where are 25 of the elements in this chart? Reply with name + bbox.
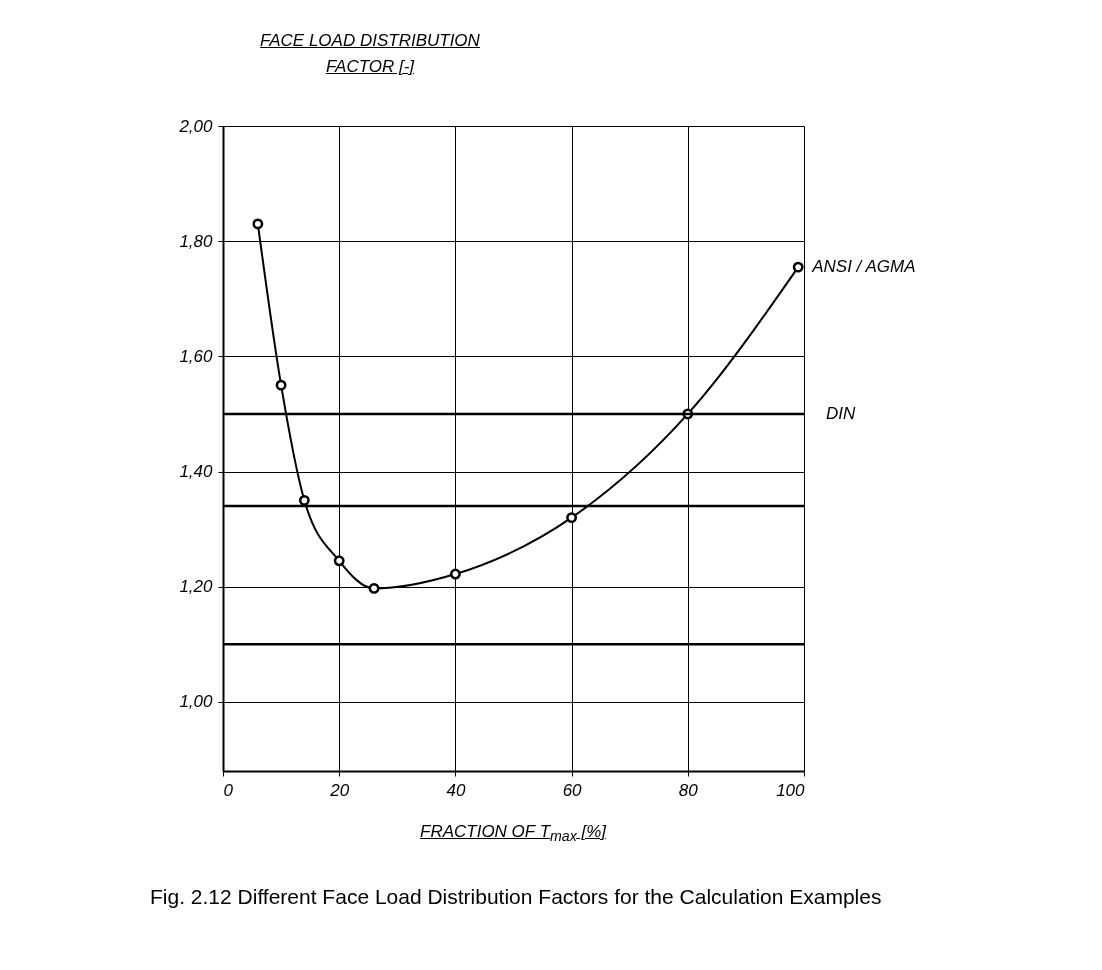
x-tick-label: 20	[329, 780, 350, 800]
x-tick-label: 80	[678, 780, 699, 800]
y-tick-label: 1,20	[179, 577, 214, 597]
y-axis-title: FACE LOAD DISTRIBUTION FACTOR [-]	[259, 30, 481, 78]
point	[792, 261, 804, 273]
y-tick-label: 1,40	[179, 462, 214, 482]
x-tick-label: 40	[446, 780, 466, 800]
ref-line-label: DIN	[826, 403, 856, 423]
point	[566, 512, 578, 524]
x-axis-title: FRACTION OF T$_{max}$ [%]	[420, 822, 607, 845]
point	[368, 583, 380, 594]
y-tick-label: 1,60	[179, 346, 214, 366]
point	[449, 568, 461, 580]
y-tick-label: 1,00	[179, 692, 214, 712]
point	[252, 218, 264, 230]
point	[333, 555, 345, 567]
x-tick-label: 100	[776, 780, 806, 800]
y-tick-label: 2,00	[178, 116, 214, 136]
point	[275, 379, 287, 391]
caption: Fig. 2.12 Different Face Load Distribution Factors for the Calculation Examples	[150, 885, 882, 909]
y-tick-label: 1,80	[179, 231, 214, 251]
series-label: ANSI / AGMA	[811, 257, 916, 277]
x-tick-label: 60	[562, 780, 583, 800]
x-tick-label: 0	[223, 780, 234, 800]
point	[298, 494, 310, 506]
